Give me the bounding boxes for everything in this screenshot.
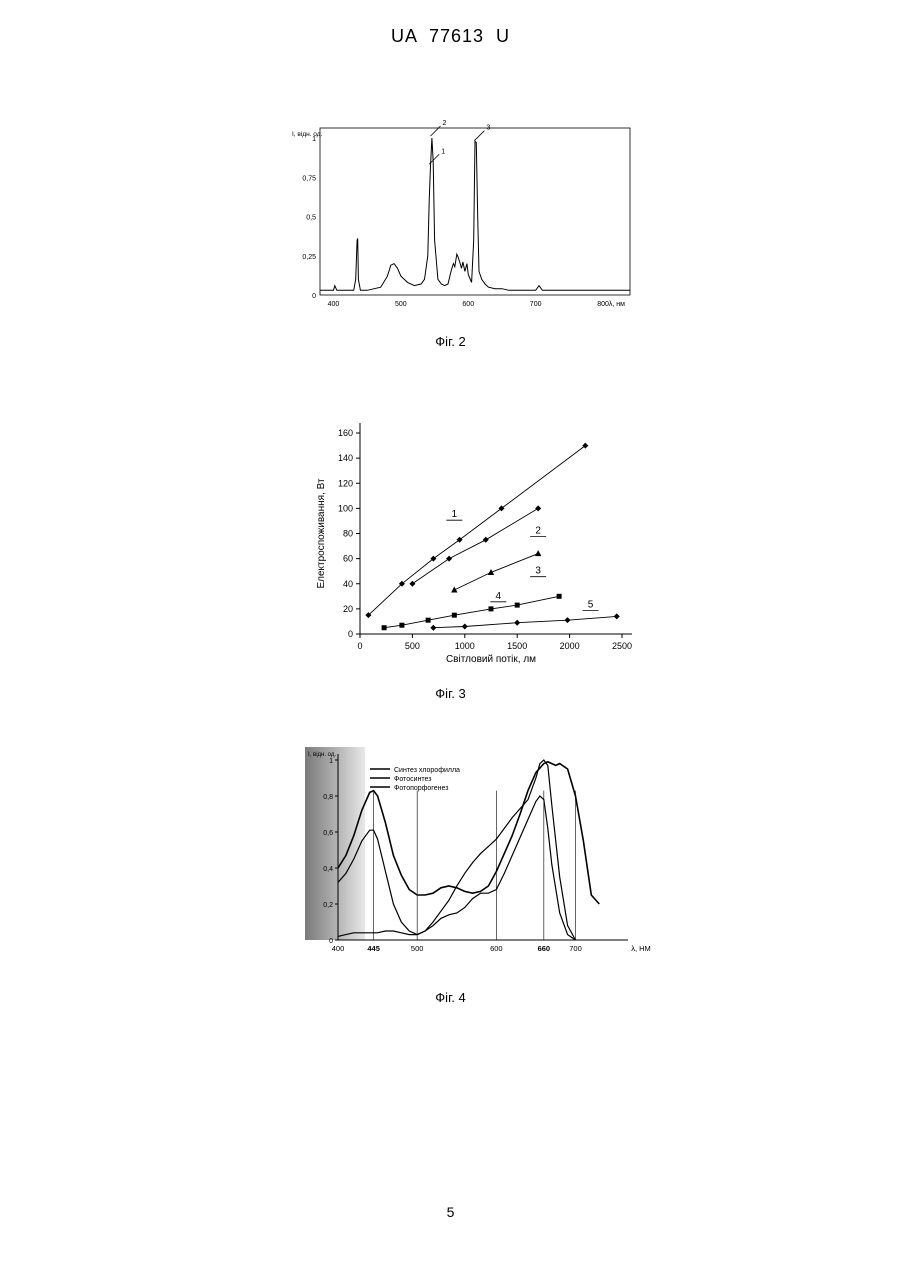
legend-label: Синтез хлорофилла xyxy=(394,767,460,774)
legend-label: Фотопорфогенез xyxy=(394,785,448,792)
series-2-marker xyxy=(409,581,415,587)
x-tick-label: 700 xyxy=(569,944,582,953)
series-4-marker xyxy=(452,613,457,618)
series-2-line xyxy=(412,508,538,583)
series-5-marker xyxy=(614,613,620,619)
series-2-marker xyxy=(483,537,489,543)
y-tick-label: 0 xyxy=(348,629,353,639)
y-axis-label: I, відн. од. xyxy=(308,752,336,758)
x-axis-label: λ, нм xyxy=(609,301,625,308)
x-tick-label: 1000 xyxy=(455,641,475,651)
patent-number-header: UA 77613 U xyxy=(0,26,901,47)
y-tick-label: 0,8 xyxy=(323,794,333,801)
y-tick-label: 40 xyxy=(343,579,353,589)
spectrum-line xyxy=(320,138,630,290)
peak-label: 1 xyxy=(441,148,445,155)
x-tick-label: 800 xyxy=(597,301,609,308)
x-tick-label: 660 xyxy=(538,944,551,953)
x-axis-label: Світловий потік, лм xyxy=(446,654,536,665)
series-1-line xyxy=(368,446,585,616)
x-tick-label: 2000 xyxy=(560,641,580,651)
series-2-marker xyxy=(535,505,541,511)
y-tick-label: 20 xyxy=(343,604,353,614)
y-tick-label: 100 xyxy=(338,503,353,513)
series-4-marker xyxy=(557,594,562,599)
peak-arrow xyxy=(431,126,441,136)
y-tick-label: 1 xyxy=(329,758,333,765)
shaded-band xyxy=(305,747,365,940)
series-3-marker xyxy=(451,587,457,593)
legend-label: Фотосинтез xyxy=(394,776,431,783)
series-4-marker xyxy=(426,618,431,623)
y-tick-label: 60 xyxy=(343,554,353,564)
y-tick-label: 0,5 xyxy=(306,215,316,222)
figure-2-caption: Фіг. 2 xyxy=(0,334,901,349)
y-tick-label: 0,75 xyxy=(302,175,316,182)
x-tick-label: 700 xyxy=(530,301,542,308)
figure-3-caption: Фіг. 3 xyxy=(0,686,901,701)
series-4-marker xyxy=(489,606,494,611)
figure-4-caption: Фіг. 4 xyxy=(0,990,901,1005)
x-tick-label: 600 xyxy=(462,301,474,308)
y-axis-label: Електроспоживання, Вт xyxy=(316,478,327,589)
y-tick-label: 80 xyxy=(343,529,353,539)
y-tick-label: 0,4 xyxy=(323,866,333,873)
y-tick-label: 0,6 xyxy=(323,830,333,837)
y-tick-label: 160 xyxy=(338,428,353,438)
x-tick-label: 400 xyxy=(332,944,345,953)
peak-label: 2 xyxy=(443,120,447,127)
y-tick-label: 0,2 xyxy=(323,902,333,909)
series-5-marker xyxy=(430,625,436,631)
x-tick-label: 500 xyxy=(411,944,424,953)
series-4-marker xyxy=(515,603,520,608)
series-2-marker xyxy=(446,556,452,562)
x-tick-label: 600 xyxy=(490,944,503,953)
series-label: 5 xyxy=(588,600,594,611)
x-tick-label: 500 xyxy=(405,641,420,651)
y-tick-label: 120 xyxy=(338,478,353,488)
peak-label: 3 xyxy=(486,125,490,132)
series-4-marker xyxy=(399,623,404,628)
x-tick-label: 500 xyxy=(395,301,407,308)
x-tick-label: 400 xyxy=(328,301,340,308)
page-number: 5 xyxy=(0,1204,901,1220)
x-tick-label: 445 xyxy=(367,944,380,953)
series-label: 4 xyxy=(496,591,502,602)
x-tick-label: 0 xyxy=(357,641,362,651)
peak-arrow xyxy=(474,131,484,141)
series-5-marker xyxy=(514,620,520,626)
figure-4-action-spectra-chart: 00,20,40,60,81400445500600660700λ, НМI, … xyxy=(300,742,650,957)
series-5-marker xyxy=(565,617,571,623)
y-tick-label: 0 xyxy=(312,293,316,300)
y-tick-label: 140 xyxy=(338,453,353,463)
figure-3-power-chart: 0 20 40 60 80 100 120 140 160 0 500 1000 1500 2000 250… xyxy=(300,415,660,680)
x-tick-label: 1500 xyxy=(507,641,527,651)
x-axis-label: λ, НМ xyxy=(631,944,651,953)
series-3-line xyxy=(454,554,538,590)
series-5-line xyxy=(433,616,616,627)
series-5-marker xyxy=(462,623,468,629)
series-label: 1 xyxy=(452,509,458,520)
y-tick-label: 0,25 xyxy=(302,254,316,261)
y-axis-label: I, відн. од. xyxy=(292,130,323,138)
series-label: 3 xyxy=(535,566,541,577)
series-4-marker xyxy=(382,625,387,630)
series-label: 2 xyxy=(535,526,541,537)
series-3-marker xyxy=(535,550,541,556)
series-4-line xyxy=(384,596,559,627)
figure-2-spectrum-chart: 0 0,25 0,5 0,75 1 400 500 600 700 800λ, нм I, відн… xyxy=(280,110,650,315)
x-tick-label: 2500 xyxy=(612,641,632,651)
